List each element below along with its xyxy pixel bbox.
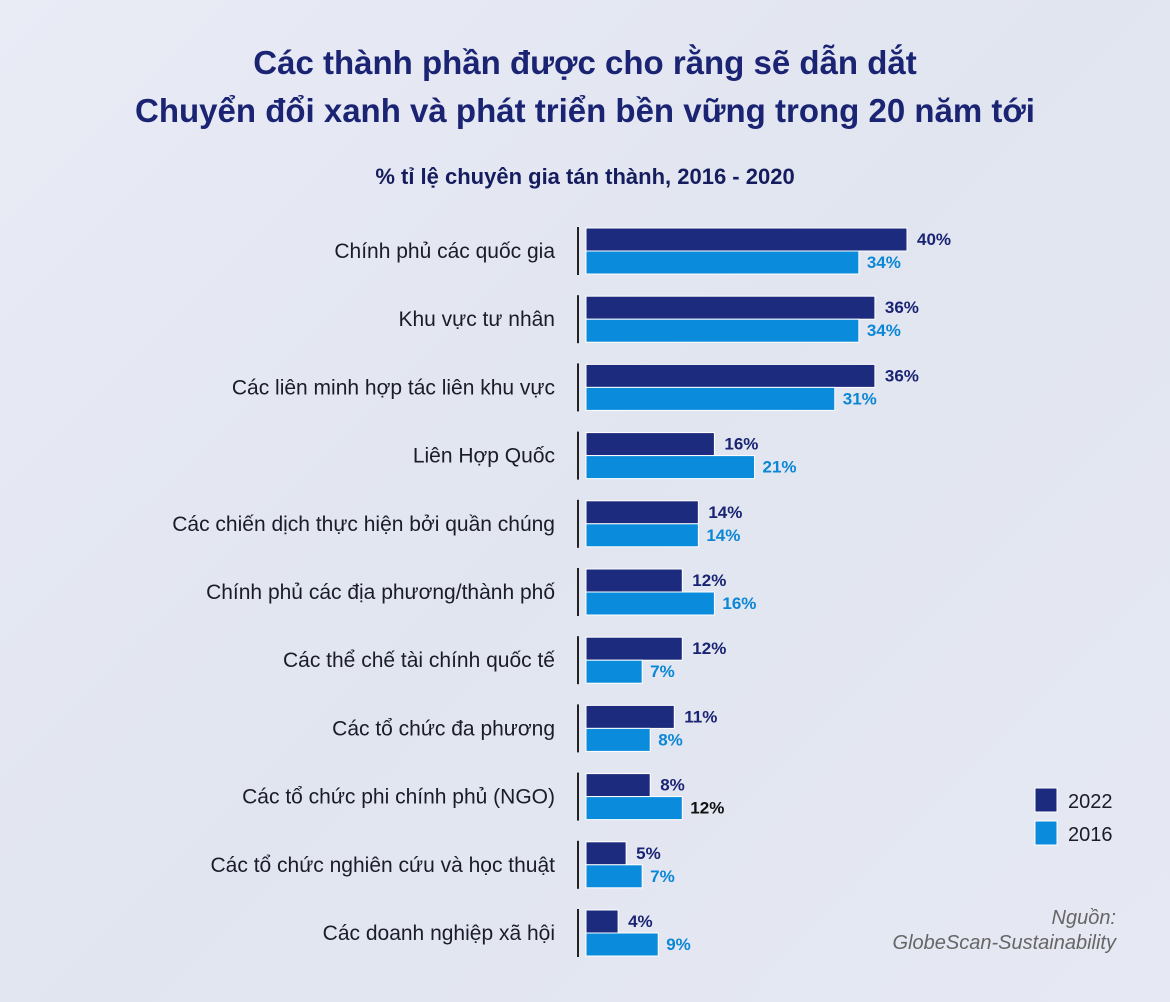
chart-title-line-2: Chuyển đổi xanh và phát triển bền vững t… [135,92,1035,129]
bar-2016 [585,864,643,889]
chart-title-line-1: Các thành phần được cho rằng sẽ dẫn dắt [253,44,917,81]
bar-2016 [585,318,860,343]
data-label-2016: 21% [763,458,797,477]
data-label-2022: 14% [708,503,742,522]
bar-2022 [585,227,908,252]
bar-2016 [585,796,683,821]
bar-2016 [585,386,836,411]
data-label-2022: 36% [885,366,919,385]
source-name: GlobeScan-Sustainability [892,932,1116,954]
data-label-2022: 5% [636,844,661,863]
chart-subtitle: % tỉ lệ chuyên gia tán thành, 2016 - 202… [375,164,795,189]
data-label-2022: 12% [692,571,726,590]
data-label-2016: 7% [650,662,675,681]
bar-2022 [585,568,683,593]
bar-2016 [585,932,659,957]
data-label-2016: 9% [666,935,691,954]
data-label-2016: 14% [706,526,740,545]
category-label: Các tổ chức đa phương [332,717,555,740]
data-label-2022: 12% [692,639,726,658]
bar-2022 [585,363,876,388]
category-label: Khu vực tư nhân [398,308,555,331]
bar-2022 [585,295,876,320]
legend-swatch-2016 [1034,820,1058,846]
legend-swatch-2022 [1034,787,1058,813]
data-label-2022: 36% [885,298,919,317]
category-label: Các tổ chức phi chính phủ (NGO) [242,786,555,809]
data-label-2016: 16% [722,594,756,613]
bar-2016 [585,250,860,275]
bar-2022 [585,432,715,457]
data-label-2022: 8% [660,776,685,795]
data-label-2022: 11% [684,707,717,726]
category-label: Các tổ chức nghiên cứu và học thuật [211,854,556,877]
bar-2022 [585,500,699,525]
category-label: Các doanh nghiệp xã hội [323,922,555,945]
bar-2022 [585,636,683,661]
bar-2022 [585,773,651,798]
source-note: Nguồn: GlobeScan-Sustainability [893,906,1116,956]
category-label: Chính phủ các quốc gia [334,240,555,263]
data-label-2016: 31% [843,389,877,408]
data-label-2016: 7% [650,867,675,886]
data-label-2016: 34% [867,321,901,340]
legend-label-2016: 2016 [1068,824,1113,846]
data-label-2022: 40% [917,230,951,249]
category-label: Chính phủ các địa phương/thành phố [206,581,555,604]
bar-2016 [585,727,651,752]
bar-2022 [585,841,627,866]
category-label: Liên Hợp Quốc [413,445,555,468]
bar-2016 [585,659,643,684]
category-label: Các liên minh hợp tác liên khu vực [232,376,555,399]
data-label-2022: 16% [724,435,758,454]
category-label: Các chiến dịch thực hiện bởi quần chúng [172,513,555,536]
bar-2016 [585,523,699,548]
category-label: Các thể chế tài chính quốc tế [283,649,555,672]
legend-label-2022: 2022 [1068,791,1113,813]
bar-2016 [585,591,715,616]
data-label-2016: 34% [867,253,901,272]
data-label-2022: 4% [628,912,653,931]
source-label: Nguồn: [1051,907,1117,929]
data-label-2016: 8% [658,730,683,749]
data-label-2016: 12% [690,799,724,818]
bar-2016 [585,455,756,480]
bar-2022 [585,704,675,729]
bar-2022 [585,909,619,934]
